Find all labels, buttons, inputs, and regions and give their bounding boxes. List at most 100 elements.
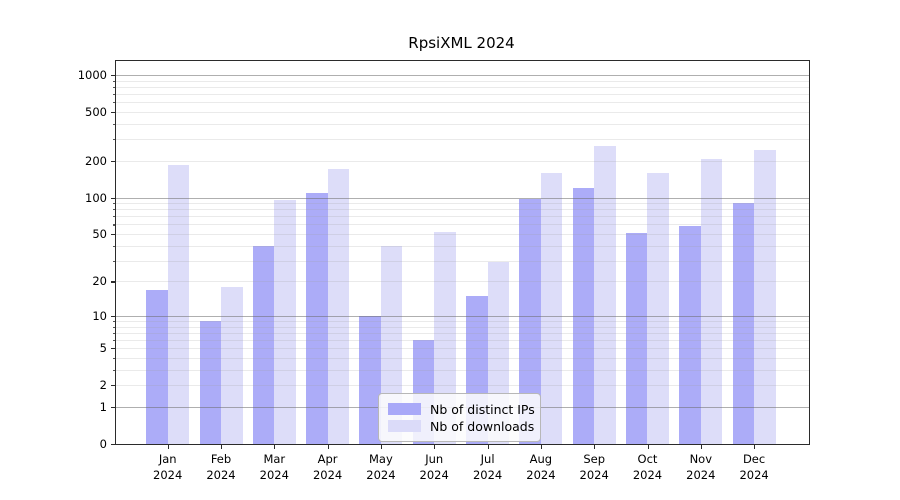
x-tick — [274, 445, 276, 449]
y-tick-label: 10 — [92, 308, 107, 323]
y-tick-label: 5 — [99, 341, 107, 356]
x-tick-label: Nov 2024 — [686, 452, 716, 482]
chart-title: RpsiXML 2024 — [408, 34, 515, 52]
y-tick — [111, 407, 115, 409]
bar-distinct-ips — [625, 233, 648, 444]
x-tick-label: Apr 2024 — [312, 452, 343, 482]
x-tick — [700, 445, 702, 449]
y-tick-label: 1000 — [77, 68, 107, 82]
y-minor-tick — [112, 86, 115, 89]
bar-downloads — [274, 200, 296, 444]
bar-downloads — [167, 164, 190, 444]
y-minor-tick — [112, 94, 115, 96]
x-tick — [434, 445, 436, 449]
legend-label-downloads: Nb of downloads — [430, 418, 535, 434]
legend-swatch-downloads — [388, 420, 421, 432]
gridline — [116, 112, 809, 113]
y-minor-tick — [112, 224, 115, 226]
x-tick-label: Feb 2024 — [206, 452, 236, 482]
x-tick — [647, 445, 649, 449]
bar-downloads — [434, 231, 456, 444]
y-minor-tick — [112, 326, 115, 328]
y-tick — [111, 234, 115, 236]
y-minor-tick — [112, 358, 115, 360]
gridline — [116, 123, 809, 125]
y-tick-label: 50 — [92, 227, 107, 241]
bar-downloads — [540, 173, 563, 444]
y-minor-tick — [112, 139, 115, 141]
y-minor-tick — [112, 209, 115, 211]
x-tick-label: Aug 2024 — [526, 452, 556, 482]
bar-downloads — [700, 159, 723, 444]
bar-distinct-ips — [519, 199, 541, 444]
x-tick-label: Mar 2024 — [259, 452, 289, 482]
y-tick — [111, 160, 115, 162]
x-tick-label: Jun 2024 — [419, 452, 449, 482]
bar-downloads — [327, 169, 350, 444]
bar-downloads — [221, 286, 243, 444]
y-minor-tick — [112, 370, 115, 372]
gridline — [116, 139, 809, 141]
y-minor-tick — [112, 216, 115, 218]
x-tick — [487, 445, 489, 449]
legend-swatch-distinct-ips — [388, 403, 421, 415]
y-minor-tick — [112, 203, 115, 205]
gridline — [116, 86, 809, 88]
y-minor-tick — [112, 340, 115, 342]
y-minor-tick — [112, 80, 115, 82]
y-tick — [111, 281, 115, 283]
x-tick — [327, 445, 329, 449]
y-tick — [111, 75, 115, 77]
x-tick — [594, 445, 596, 449]
legend-item-downloads: Nb of downloads — [388, 418, 535, 434]
bar-downloads — [754, 149, 776, 444]
y-tick-label: 20 — [92, 274, 107, 289]
y-tick-label: 0 — [99, 437, 107, 451]
y-tick-label: 500 — [85, 105, 107, 119]
x-tick — [540, 445, 543, 449]
y-minor-tick — [112, 260, 115, 262]
y-tick — [111, 197, 115, 199]
legend: Nb of distinct IPs Nb of downloads — [378, 393, 541, 442]
x-tick — [754, 445, 756, 449]
x-tick-label: Oct 2024 — [632, 452, 663, 482]
x-tick-label: May 2024 — [366, 452, 396, 482]
legend-item-distinct-ips: Nb of distinct IPs — [388, 401, 535, 417]
y-tick — [111, 112, 115, 114]
x-tick — [380, 445, 383, 449]
bar-distinct-ips — [146, 289, 168, 444]
x-tick — [167, 445, 169, 449]
bar-distinct-ips — [679, 226, 701, 444]
gridline — [116, 102, 809, 104]
x-tick-label: Jul 2024 — [472, 452, 503, 482]
y-tick — [111, 444, 115, 446]
legend-label-distinct-ips: Nb of distinct IPs — [430, 401, 535, 417]
bar-downloads — [647, 173, 669, 444]
y-minor-tick — [112, 321, 115, 323]
y-minor-tick — [112, 332, 115, 335]
y-minor-tick — [112, 245, 115, 247]
bar-distinct-ips — [199, 321, 222, 444]
gridline — [116, 75, 809, 76]
bar-distinct-ips — [306, 192, 328, 444]
x-tick-label: Dec 2024 — [739, 452, 769, 482]
gridline — [116, 80, 809, 82]
y-tick — [111, 315, 115, 318]
y-minor-tick — [112, 102, 115, 104]
y-tick — [111, 348, 115, 350]
y-tick-label: 1 — [99, 400, 107, 414]
x-tick-label: Jan 2024 — [153, 452, 183, 482]
gridline — [116, 94, 809, 95]
y-tick-label: 2 — [99, 378, 107, 393]
y-tick-label: 100 — [85, 190, 107, 205]
y-tick-label: 200 — [85, 153, 107, 168]
bar-distinct-ips — [252, 245, 275, 444]
x-tick-label: Sep 2024 — [579, 452, 609, 482]
bar-distinct-ips — [359, 315, 381, 444]
bar-distinct-ips — [732, 203, 755, 444]
plot-area: 0 1 2 5 10 20 50 100 200 500 1000 Jan 2024 Feb 2024 M… — [78, 60, 810, 482]
y-minor-tick — [112, 123, 115, 126]
y-tick — [111, 385, 115, 387]
bar-downloads — [594, 145, 616, 444]
